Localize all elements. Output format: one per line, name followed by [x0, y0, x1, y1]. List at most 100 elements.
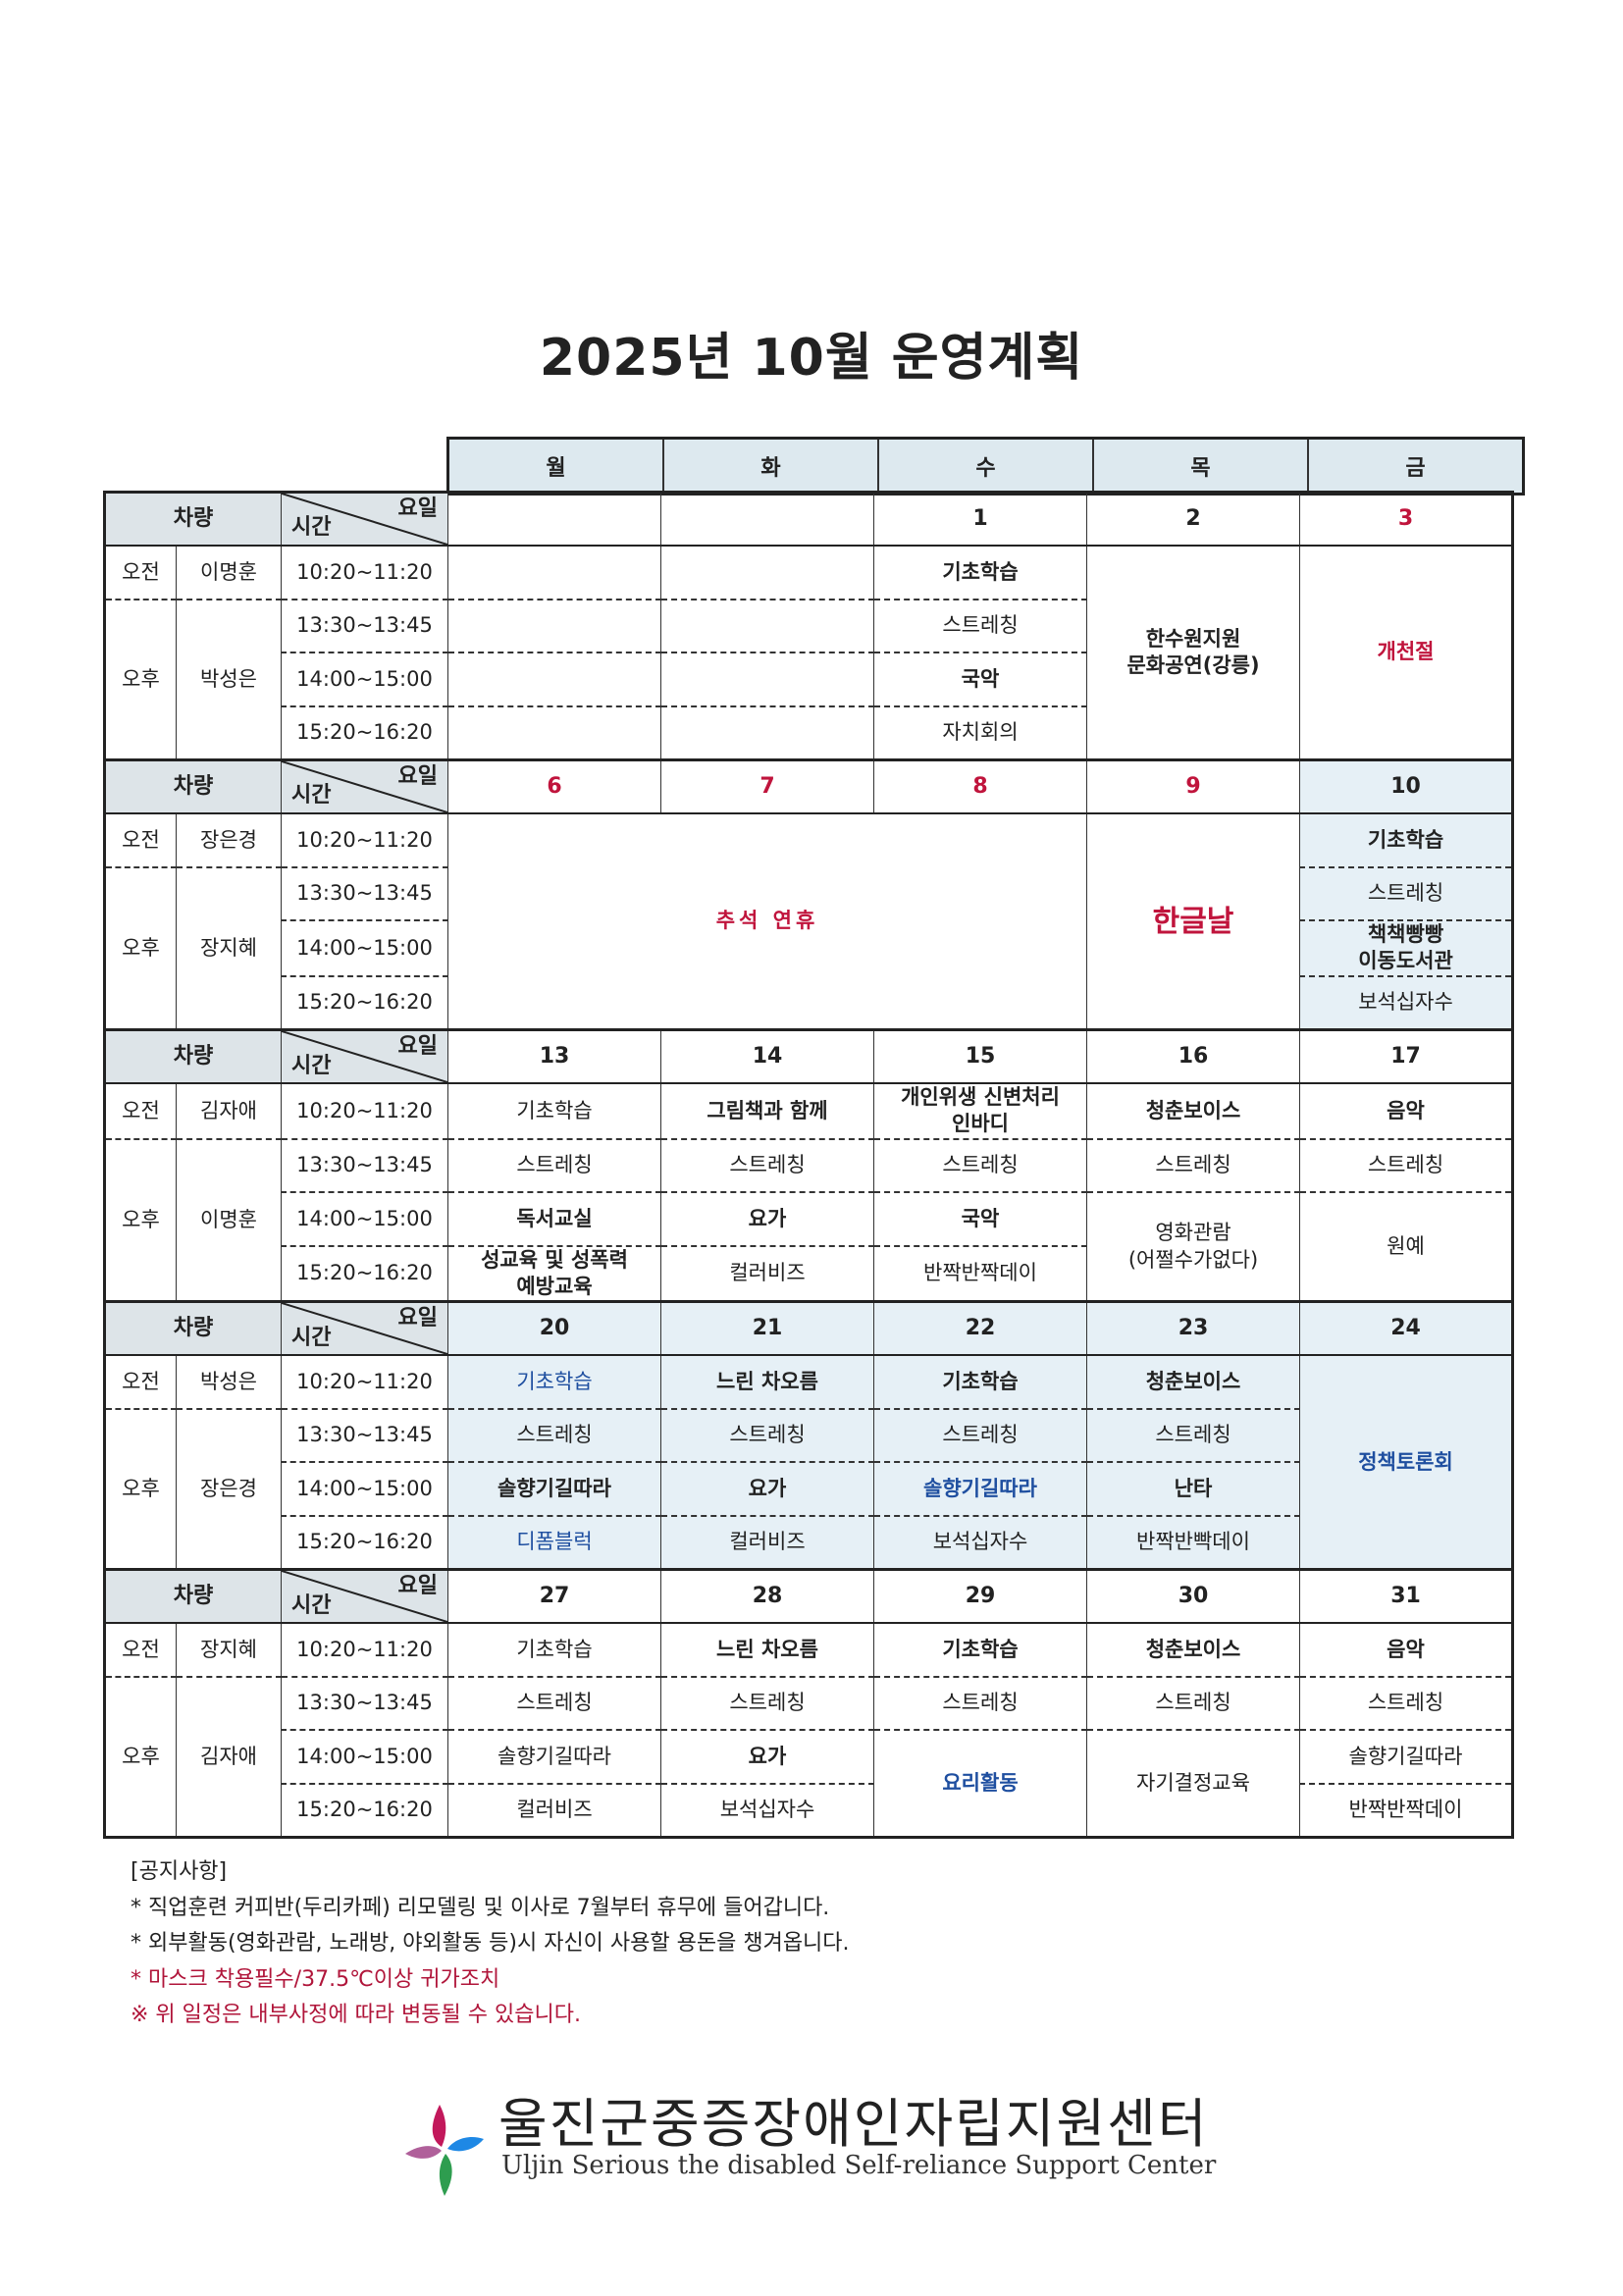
date-row: 차량 요일 시간 6 7 8 9 10	[104, 758, 1513, 814]
time-slot-row: 오후 이명훈 13:30~13:45 스트레칭 스트레칭 스트레칭 스트레칭 스트레칭	[104, 1137, 1513, 1302]
time-slot: 14:00~15:00	[281, 919, 448, 976]
activity-cell: 보석십자수	[660, 1782, 874, 1838]
time-slot-row: 오후 장은경 13:30~13:45 스트레칭 스트레칭 스트레칭 스트레칭	[104, 1407, 1513, 1570]
yoil-label: 요일	[397, 1034, 438, 1060]
date-cell: 16	[1086, 1028, 1300, 1085]
activity-cell: 영화관람 (어쩔수가없다)	[1086, 1191, 1300, 1302]
am-label: 오전	[104, 546, 177, 600]
activity-cell: 책책빵빵 이동도서관	[1299, 919, 1513, 976]
pm-driver: 박성은	[176, 598, 282, 760]
activity-cell: 한수원지원 문화공연(강릉)	[1086, 546, 1300, 760]
activity-cell: 스트레칭	[873, 1407, 1087, 1463]
time-slot: 14:00~15:00	[281, 1191, 448, 1246]
time-slot-row: 15:20~16:20 자치회의	[105, 704, 1513, 760]
time-slot-row: 오전 장은경 10:20~11:20 추석 연휴 한글날 기초학습	[104, 813, 1513, 1030]
sigan-label: 시간	[291, 1053, 332, 1078]
org-name-english: Uljin Serious the disabled Self-reliance…	[501, 2151, 1217, 2180]
activity-cell	[660, 546, 874, 600]
activity-cell: 기초학습	[873, 1623, 1087, 1677]
time-slot: 13:30~13:45	[281, 1675, 448, 1731]
am-label: 오전	[104, 1623, 177, 1677]
weekday-화: 화	[662, 437, 879, 496]
time-slot-row: 15:20~16:20 컬러비즈 보석십자수 반짝반짝데이	[105, 1782, 1513, 1838]
activity-cell: 국악	[873, 652, 1087, 706]
activity-cell: 디폼블럭	[447, 1514, 661, 1570]
time-slot-row: 오후 박성은 13:30~13:45 스트레칭	[104, 598, 1513, 760]
logo-flower-icon	[405, 2105, 484, 2196]
time-slot: 10:20~11:20	[281, 1355, 448, 1409]
activity-cell: 기초학습	[873, 1355, 1087, 1409]
date-cell	[660, 491, 874, 547]
activity-cell: 솔향기길따라	[1299, 1729, 1513, 1784]
activity-cell: 개천절	[1299, 546, 1513, 760]
activity-cell: 개인위생 신변처리 인바디	[873, 1083, 1087, 1139]
date-cell: 7	[660, 758, 874, 814]
date-cell: 21	[660, 1300, 874, 1357]
activity-cell: 요가	[660, 1191, 874, 1246]
activity-cell: 스트레칭	[1299, 865, 1513, 920]
time-slot-row: 오후 김자애 13:30~13:45 스트레칭 스트레칭 스트레칭 스트레칭 스트레칭	[104, 1675, 1513, 1838]
notice-item: * 외부활동(영화관람, 노래방, 야외활동 등)시 자신이 사용할 용돈을 챙…	[131, 1931, 850, 1956]
notice-section: [공지사항] * 직업훈련 커피반(두리카페) 리모델링 및 이사로 7월부터 …	[131, 1854, 850, 2034]
activity-cell: 요리활동	[873, 1729, 1087, 1838]
activity-cell: 청춘보이스	[1086, 1623, 1300, 1677]
time-slot: 10:20~11:20	[281, 813, 448, 867]
activity-cell: 청춘보이스	[1086, 1355, 1300, 1409]
activity-cell: 솔향기길따라	[447, 1461, 661, 1516]
schedule-table: 차량 요일 시간 1 2 3 오전 이명훈 10:20~11:20 기초학습 한수원지원 문화공연(강…	[103, 491, 1514, 1840]
date-cell: 10	[1299, 758, 1513, 814]
activity-cell: 스트레칭	[1086, 1407, 1300, 1463]
time-slot-row: 14:00~15:00 책책빵빵 이동도서관	[105, 919, 1513, 976]
activity-cell: 솔향기길따라	[873, 1461, 1087, 1516]
activity-cell: 스트레칭	[873, 1137, 1087, 1193]
time-slot: 13:30~13:45	[281, 865, 448, 920]
time-slot-row: 14:00~15:00 국악	[105, 652, 1513, 706]
time-slot-row: 오전 김자애 10:20~11:20 기초학습 그림책과 함께 개인위생 신변처리 인바디 청…	[104, 1083, 1513, 1139]
sigan-label: 시간	[291, 515, 332, 541]
activity-cell: 스트레칭	[660, 1137, 874, 1193]
date-cell: 13	[447, 1028, 661, 1085]
weekday-수: 수	[877, 437, 1094, 496]
activity-cell: 반짝반짝데이	[873, 1244, 1087, 1302]
am-driver: 박성은	[176, 1355, 282, 1409]
date-row: 차량 요일 시간 1 2 3	[104, 491, 1513, 547]
date-cell: 24	[1299, 1300, 1513, 1357]
date-cell: 1	[873, 491, 1087, 547]
date-cell: 20	[447, 1300, 661, 1357]
activity-cell: 보석십자수	[1299, 974, 1513, 1030]
activity-cell: 스트레칭	[1299, 1675, 1513, 1731]
activity-cell: 독서교실	[447, 1191, 661, 1246]
date-cell: 27	[447, 1568, 661, 1625]
activity-cell	[447, 704, 661, 760]
activity-cell: 요가	[660, 1461, 874, 1516]
activity-cell	[447, 598, 661, 652]
time-slot: 10:20~11:20	[281, 1083, 448, 1139]
am-label: 오전	[104, 813, 177, 867]
date-cell: 6	[447, 758, 661, 814]
activity-cell: 스트레칭	[1086, 1137, 1300, 1193]
activity-cell	[447, 546, 661, 600]
date-cell: 15	[873, 1028, 1087, 1085]
am-driver: 장은경	[176, 813, 282, 867]
car-label: 차량	[104, 491, 282, 547]
notice-item: * 직업훈련 커피반(두리카페) 리모델링 및 이사로 7월부터 휴무에 들어갑…	[131, 1895, 830, 1920]
notice-heading: [공지사항]	[131, 1859, 228, 1884]
sigan-label: 시간	[291, 1325, 332, 1350]
time-slot-row: 15:20~16:20 보석십자수	[105, 974, 1513, 1030]
yoil-label: 요일	[397, 1574, 438, 1599]
time-slot: 14:00~15:00	[281, 1461, 448, 1516]
activity-cell: 반짝반빡데이	[1086, 1514, 1300, 1570]
day-time-diagonal-header: 요일 시간	[281, 1300, 448, 1357]
date-cell: 3	[1299, 491, 1513, 547]
yoil-label: 요일	[397, 496, 438, 521]
activity-cell: 성교육 및 성폭력 예방교육	[447, 1244, 661, 1302]
activity-cell: 보석십자수	[873, 1514, 1087, 1570]
activity-cell: 기초학습	[447, 1083, 661, 1139]
time-slot: 14:00~15:00	[281, 652, 448, 706]
pm-driver: 장은경	[176, 1407, 282, 1570]
car-label: 차량	[104, 1300, 282, 1357]
am-driver: 이명훈	[176, 546, 282, 600]
